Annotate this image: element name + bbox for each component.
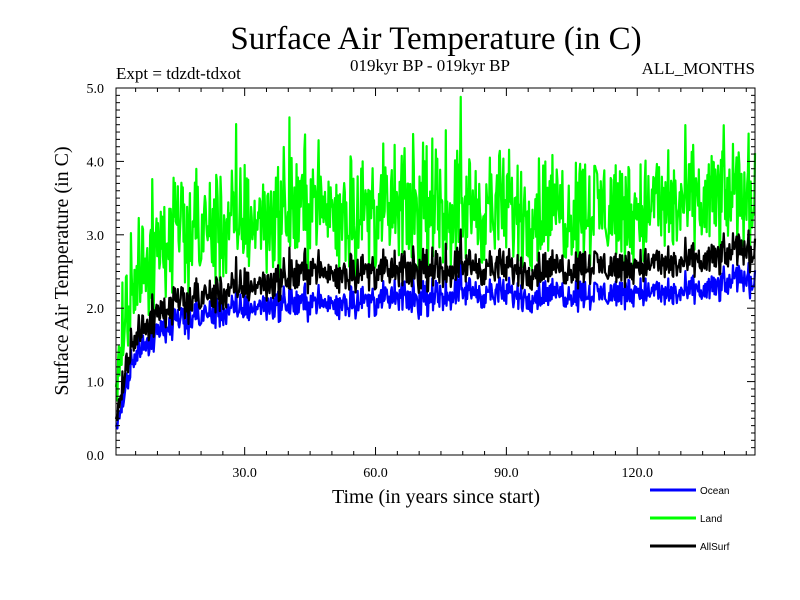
x-tick-label: 90.0 <box>494 466 519 481</box>
period-label: 019kyr BP - 019kyr BP <box>350 56 510 75</box>
series-line-ocean <box>114 259 757 430</box>
y-tick-label: 1.0 <box>87 376 105 391</box>
series-layer <box>114 95 757 430</box>
months-label: ALL_MONTHS <box>642 59 755 78</box>
legend-label-allsurf: AllSurf <box>700 542 730 553</box>
y-tick-label: 0.0 <box>87 449 105 464</box>
tick-layer: 30.0 60.0 90.0 120.0 0.0 1.0 2.0 3.0 4.0 5.0 <box>87 82 755 481</box>
y-tick-label: 2.0 <box>87 302 105 317</box>
series-line-allsurf <box>114 228 757 422</box>
plot-frame <box>115 87 756 456</box>
y-axis-label: Surface Air Temperature (in C) <box>51 146 73 395</box>
experiment-label: Expt = tdzdt-tdxot <box>116 64 241 83</box>
legend-label-ocean: Ocean <box>700 486 729 497</box>
chart-title: Surface Air Temperature (in C) <box>230 21 641 57</box>
legend-label-land: Land <box>700 514 722 525</box>
x-tick-label: 60.0 <box>363 466 388 481</box>
x-tick-label: 30.0 <box>232 466 257 481</box>
y-tick-label: 3.0 <box>87 229 105 244</box>
y-tick-label: 4.0 <box>87 155 105 170</box>
legend: Ocean Land AllSurf <box>650 486 730 553</box>
x-axis-label: Time (in years since start) <box>332 486 540 508</box>
x-tick-label: 120.0 <box>621 466 653 481</box>
series-line-land <box>114 95 757 402</box>
y-tick-label: 5.0 <box>87 82 105 97</box>
